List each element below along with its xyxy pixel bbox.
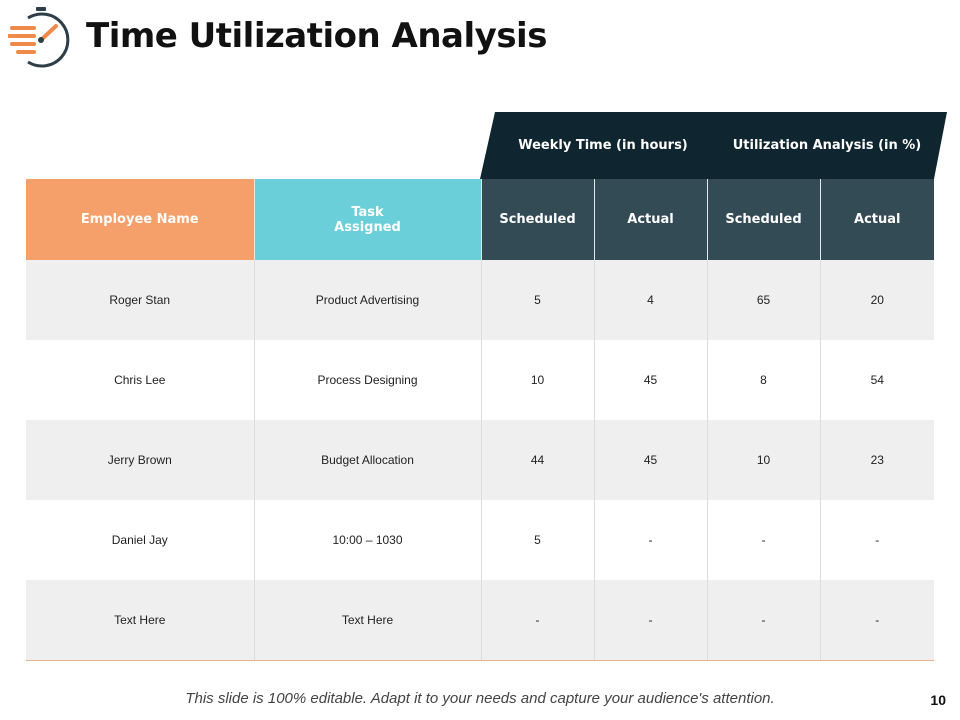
- cell-weekly-actual: -: [594, 500, 708, 580]
- group-header-utilization-label: Utilization Analysis (in %): [732, 138, 922, 153]
- cell-util-scheduled: 10: [707, 420, 821, 500]
- cell-task: Process Designing: [254, 340, 482, 420]
- cell-employee-name: Roger Stan: [26, 260, 255, 340]
- cell-util-scheduled: 8: [707, 340, 821, 420]
- cell-util-scheduled: -: [707, 500, 821, 580]
- page-number: 10: [930, 692, 946, 708]
- cell-weekly-actual: 45: [594, 420, 708, 500]
- table-row: Text Here Text Here - - - -: [26, 580, 934, 661]
- cell-task: Text Here: [254, 580, 482, 661]
- group-header-weekly-time: Weekly Time (in hours): [480, 112, 726, 179]
- cell-weekly-actual: 4: [594, 260, 708, 340]
- table-row: Daniel Jay 10:00 – 1030 5 - - -: [26, 500, 934, 580]
- cell-task: Budget Allocation: [254, 420, 482, 500]
- column-header-weekly-actual: Actual: [594, 179, 708, 260]
- column-header-weekly-scheduled: Scheduled: [481, 179, 595, 260]
- cell-weekly-scheduled: 5: [481, 260, 595, 340]
- column-header-task-line2: Assigned: [334, 219, 401, 235]
- cell-weekly-scheduled: 44: [481, 420, 595, 500]
- cell-employee-name: Chris Lee: [26, 340, 255, 420]
- cell-employee-name: Jerry Brown: [26, 420, 255, 500]
- cell-weekly-scheduled: 5: [481, 500, 595, 580]
- cell-weekly-actual: -: [594, 580, 708, 661]
- cell-employee-name: Text Here: [26, 580, 255, 661]
- page-title: Time Utilization Analysis: [86, 16, 547, 56]
- cell-weekly-scheduled: -: [481, 580, 595, 661]
- cell-employee-name: Daniel Jay: [26, 500, 255, 580]
- column-header-util-scheduled: Scheduled: [707, 179, 821, 260]
- cell-weekly-actual: 45: [594, 340, 708, 420]
- cell-util-scheduled: 65: [707, 260, 821, 340]
- table-row: Chris Lee Process Designing 10 45 8 54: [26, 340, 934, 420]
- cell-util-actual: -: [820, 500, 934, 580]
- group-header-weekly-time-label: Weekly Time (in hours): [518, 138, 688, 153]
- column-header-task-assigned: Task Assigned: [254, 179, 482, 260]
- cell-util-actual: -: [820, 580, 934, 661]
- footer-note: This slide is 100% editable. Adapt it to…: [185, 690, 775, 707]
- column-header-util-actual: Actual: [820, 179, 934, 260]
- stopwatch-icon: [7, 6, 78, 72]
- cell-task: Product Advertising: [254, 260, 482, 340]
- cell-weekly-scheduled: 10: [481, 340, 595, 420]
- table-header-row: Employee Name Task Assigned Scheduled Ac…: [26, 179, 934, 260]
- cell-util-actual: 20: [820, 260, 934, 340]
- table-row: Roger Stan Product Advertising 5 4 65 20: [26, 260, 934, 340]
- column-header-task-line1: Task: [351, 204, 384, 220]
- table-row: Jerry Brown Budget Allocation 44 45 10 2…: [26, 420, 934, 500]
- cell-util-actual: 23: [820, 420, 934, 500]
- cell-task: 10:00 – 1030: [254, 500, 482, 580]
- group-header-utilization: Utilization Analysis (in %): [707, 112, 947, 179]
- utilization-table: Employee Name Task Assigned Scheduled Ac…: [26, 179, 934, 661]
- cell-util-actual: 54: [820, 340, 934, 420]
- column-header-employee-name: Employee Name: [26, 179, 255, 260]
- cell-util-scheduled: -: [707, 580, 821, 661]
